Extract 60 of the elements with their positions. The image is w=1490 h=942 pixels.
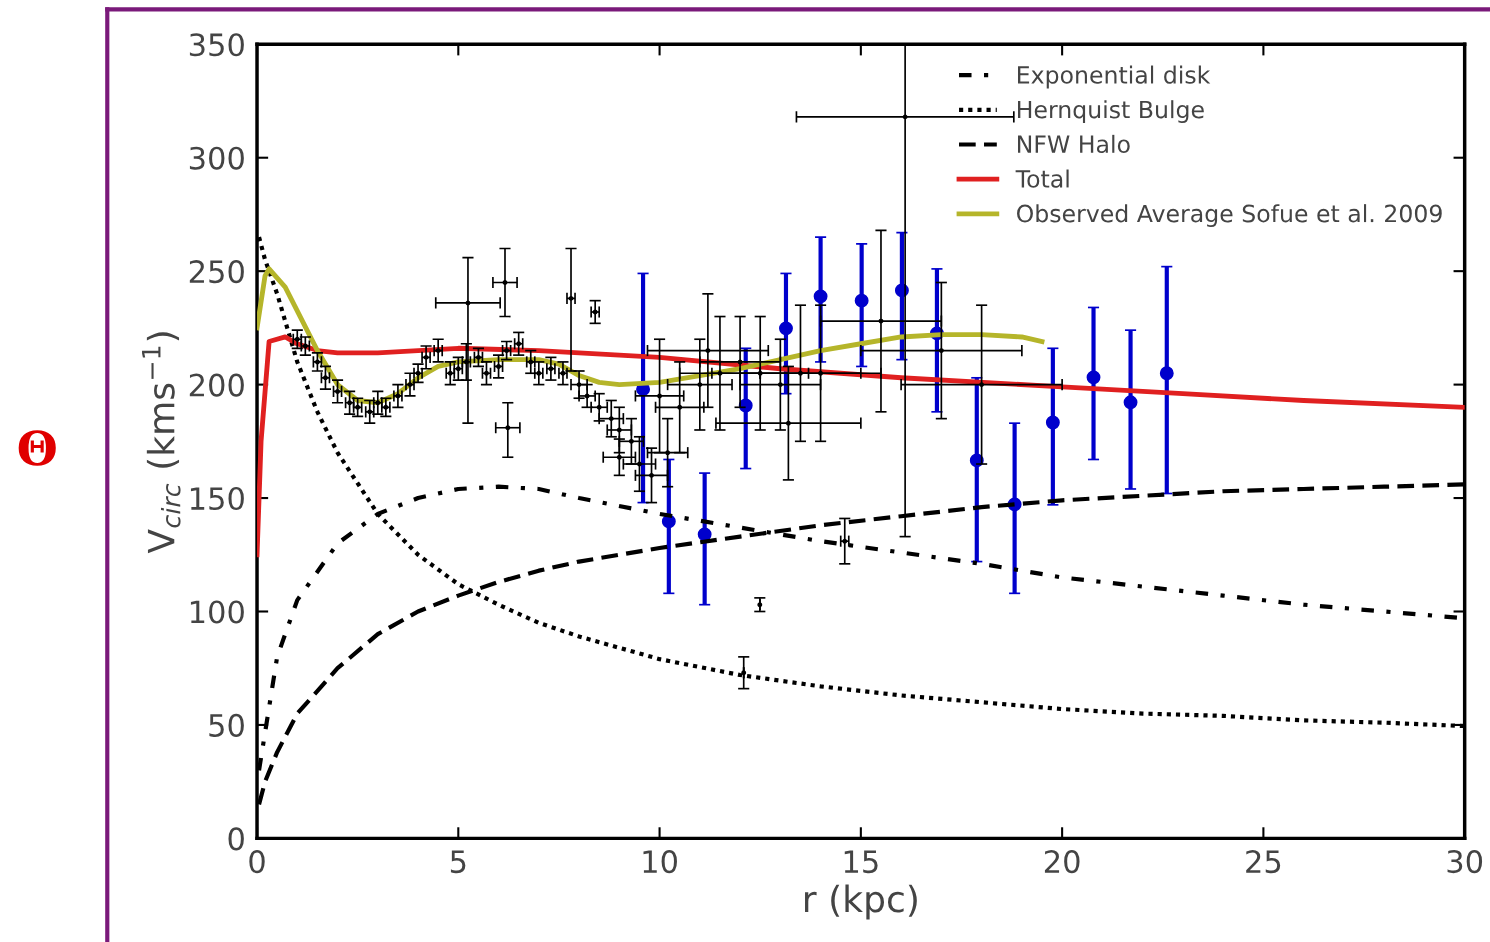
point xyxy=(608,416,614,422)
point xyxy=(584,393,590,399)
point xyxy=(697,527,712,542)
point xyxy=(616,454,622,460)
point xyxy=(665,450,671,456)
point xyxy=(798,370,803,376)
point xyxy=(576,382,582,388)
legend-label: Total xyxy=(1015,169,1069,188)
point xyxy=(785,420,791,426)
y-axis-title: V$_{circ}$ (kms$^{−1}$) xyxy=(142,332,181,554)
point xyxy=(637,461,642,467)
point xyxy=(1086,370,1101,385)
y-tick-label: 300 xyxy=(189,146,244,170)
text: Θ xyxy=(18,430,56,466)
point xyxy=(1045,415,1060,430)
point xyxy=(677,404,683,410)
point xyxy=(779,321,793,336)
point xyxy=(505,425,511,431)
y-tick-label: 150 xyxy=(190,486,244,511)
point xyxy=(854,293,869,308)
point xyxy=(813,289,828,304)
point xyxy=(938,348,944,354)
point xyxy=(502,280,508,285)
legend-label: NFW Halo xyxy=(1018,134,1130,154)
point xyxy=(705,348,711,354)
y-tick-label: 100 xyxy=(190,600,244,624)
point xyxy=(628,438,634,444)
point xyxy=(818,370,824,376)
point xyxy=(717,370,723,376)
point xyxy=(902,114,908,120)
point xyxy=(757,370,763,376)
y-tick-label: 250 xyxy=(189,260,244,284)
point xyxy=(777,382,783,388)
x-tick-label: 20 xyxy=(1044,850,1080,874)
point xyxy=(649,472,654,478)
point xyxy=(878,318,884,324)
point xyxy=(616,427,622,433)
point xyxy=(1159,366,1174,381)
point xyxy=(737,359,743,365)
point xyxy=(465,300,471,306)
point xyxy=(697,382,703,388)
y-tick-label: 0 xyxy=(228,827,244,851)
legend-label: Observed Average Sofue et al. 2009 xyxy=(1017,204,1442,227)
x-tick-label: 25 xyxy=(1246,850,1281,874)
x-tick-label: 10 xyxy=(643,850,677,874)
y-tick-label: 200 xyxy=(189,373,244,397)
x-tick-label: 15 xyxy=(844,850,878,874)
x-tick-label: 0 xyxy=(249,850,265,874)
x-tick-label: 30 xyxy=(1447,850,1483,874)
legend-label: Exponential disk xyxy=(1018,65,1211,89)
line-series xyxy=(257,334,1465,558)
y-tick-label: 350 xyxy=(189,33,244,57)
legend-label: Hernquist Bulge xyxy=(1018,100,1204,124)
x-tick-label: 5 xyxy=(450,850,466,874)
point xyxy=(1123,395,1138,410)
point xyxy=(657,393,663,399)
point xyxy=(979,382,985,388)
y-tick-label: 50 xyxy=(209,713,244,737)
x-axis-title: r (kpc) xyxy=(805,884,917,920)
point xyxy=(596,404,602,410)
